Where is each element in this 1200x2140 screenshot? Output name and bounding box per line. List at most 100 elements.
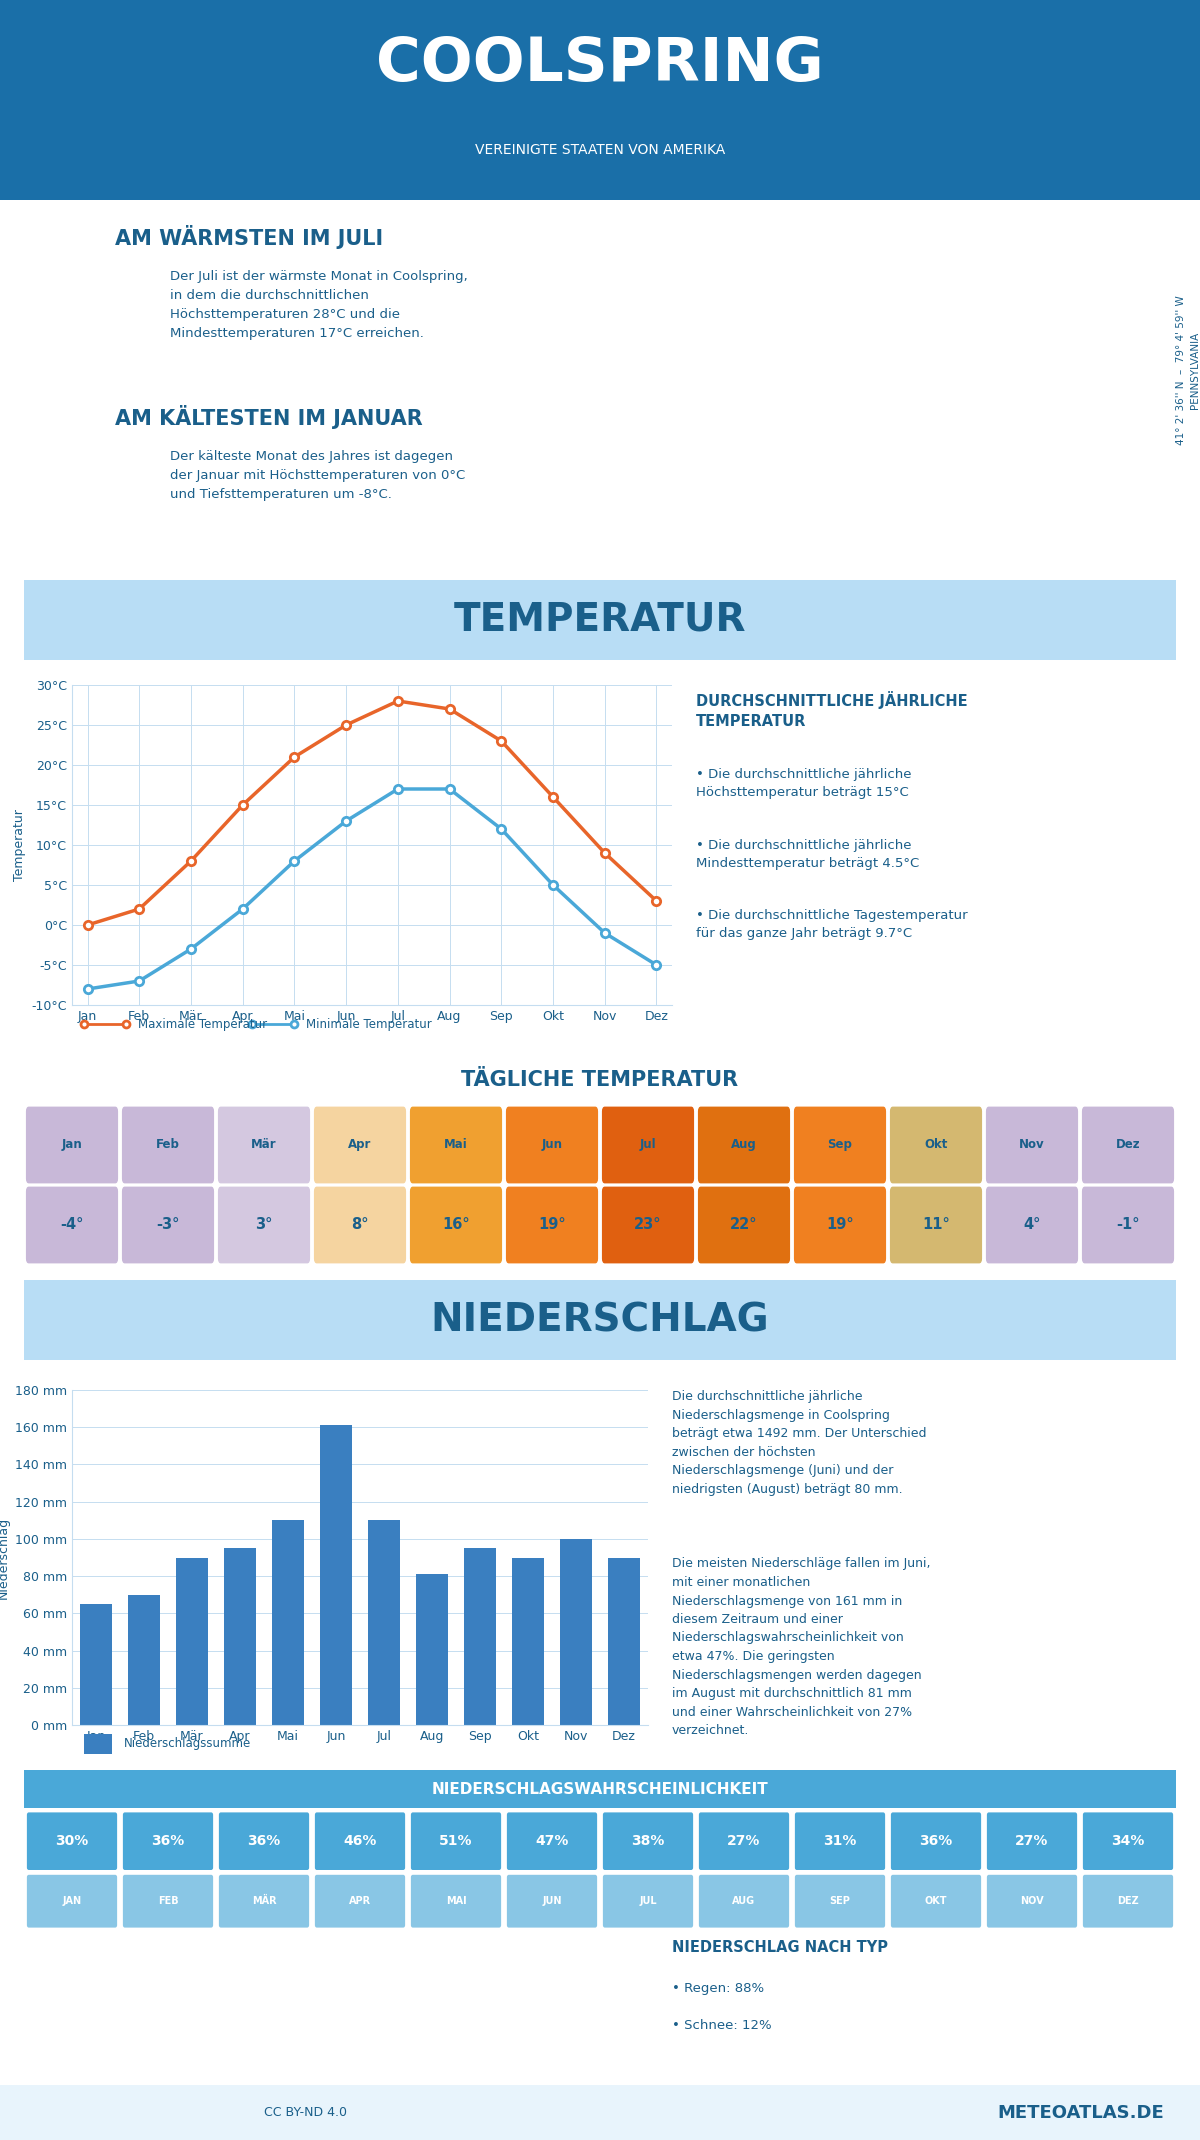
FancyBboxPatch shape [794, 1186, 886, 1263]
Text: 46%: 46% [343, 1834, 377, 1847]
Text: Maximale Temperatur: Maximale Temperatur [138, 1016, 268, 1031]
Bar [272, 1519, 304, 1725]
Text: NIEDERSCHLAGSWAHRSCHEINLICHKEIT: NIEDERSCHLAGSWAHRSCHEINLICHKEIT [432, 1780, 768, 1795]
Text: APR: APR [349, 1896, 371, 1905]
FancyBboxPatch shape [314, 1813, 406, 1870]
FancyBboxPatch shape [218, 1875, 310, 1928]
Text: 36%: 36% [151, 1834, 185, 1847]
Text: OKT: OKT [925, 1896, 947, 1905]
FancyBboxPatch shape [0, 1278, 1200, 1363]
FancyBboxPatch shape [24, 1770, 1176, 1808]
FancyBboxPatch shape [698, 1875, 790, 1928]
FancyBboxPatch shape [506, 1106, 598, 1183]
FancyBboxPatch shape [986, 1106, 1078, 1183]
Text: 34%: 34% [1111, 1834, 1145, 1847]
Text: • Regen: 88%: • Regen: 88% [672, 1982, 764, 1994]
Bar [224, 1547, 256, 1725]
Text: Okt: Okt [924, 1138, 948, 1151]
Text: Apr: Apr [348, 1138, 372, 1151]
Text: -3°: -3° [156, 1218, 180, 1233]
FancyBboxPatch shape [314, 1875, 406, 1928]
FancyBboxPatch shape [0, 578, 1200, 663]
FancyBboxPatch shape [122, 1813, 214, 1870]
Bar [560, 1539, 592, 1725]
Text: AM KÄLTESTEN IM JANUAR: AM KÄLTESTEN IM JANUAR [115, 404, 422, 428]
Text: NIEDERSCHLAG: NIEDERSCHLAG [431, 1301, 769, 1340]
Text: MAI: MAI [445, 1896, 467, 1905]
Text: Niederschlagssumme: Niederschlagssumme [124, 1738, 251, 1751]
Text: -4°: -4° [60, 1218, 84, 1233]
Text: SEP: SEP [829, 1896, 851, 1905]
FancyBboxPatch shape [84, 1733, 113, 1755]
Text: METEOATLAS.DE: METEOATLAS.DE [997, 2104, 1164, 2121]
FancyBboxPatch shape [890, 1106, 982, 1183]
Text: Mär: Mär [251, 1138, 277, 1151]
Bar [608, 1558, 640, 1725]
Bar [128, 1594, 160, 1725]
Text: MÄR: MÄR [252, 1896, 276, 1905]
FancyBboxPatch shape [1082, 1186, 1174, 1263]
Text: JAN: JAN [62, 1896, 82, 1905]
FancyBboxPatch shape [26, 1813, 118, 1870]
FancyBboxPatch shape [986, 1813, 1078, 1870]
Text: 22°: 22° [731, 1218, 757, 1233]
Bar [416, 1575, 448, 1725]
Text: 27%: 27% [1015, 1834, 1049, 1847]
Text: Feb: Feb [156, 1138, 180, 1151]
Text: 41° 2' 36'' N  –  79° 4' 59'' W
PENNSYLVANIA: 41° 2' 36'' N – 79° 4' 59'' W PENNSYLVAN… [1176, 295, 1200, 445]
FancyBboxPatch shape [122, 1875, 214, 1928]
Text: JUN: JUN [542, 1896, 562, 1905]
Text: 3°: 3° [256, 1218, 272, 1233]
FancyBboxPatch shape [122, 1106, 214, 1183]
Text: 11°: 11° [922, 1218, 950, 1233]
Bar [80, 1605, 112, 1725]
Text: Minimale Temperatur: Minimale Temperatur [306, 1016, 432, 1031]
Text: TEMPERATUR: TEMPERATUR [454, 601, 746, 640]
Text: AM WÄRMSTEN IM JULI: AM WÄRMSTEN IM JULI [115, 225, 383, 248]
Text: Die meisten Niederschläge fallen im Juni,
mit einer monatlichen
Niederschlagsmen: Die meisten Niederschläge fallen im Juni… [672, 1558, 930, 1738]
Text: • Die durchschnittliche jährliche
Höchsttemperatur beträgt 15°C: • Die durchschnittliche jährliche Höchst… [696, 768, 912, 798]
Text: Mai: Mai [444, 1138, 468, 1151]
Text: Aug: Aug [731, 1138, 757, 1151]
Text: JUL: JUL [640, 1896, 656, 1905]
FancyBboxPatch shape [794, 1875, 886, 1928]
FancyBboxPatch shape [506, 1875, 598, 1928]
Text: • Die durchschnittliche Tagestemperatur
für das ganze Jahr beträgt 9.7°C: • Die durchschnittliche Tagestemperatur … [696, 910, 967, 939]
FancyBboxPatch shape [218, 1813, 310, 1870]
Text: 36%: 36% [919, 1834, 953, 1847]
Text: 51%: 51% [439, 1834, 473, 1847]
FancyBboxPatch shape [698, 1186, 790, 1263]
Text: 23°: 23° [635, 1218, 661, 1233]
FancyBboxPatch shape [410, 1186, 502, 1263]
FancyBboxPatch shape [410, 1813, 502, 1870]
Text: Jun: Jun [541, 1138, 563, 1151]
FancyBboxPatch shape [1082, 1106, 1174, 1183]
FancyBboxPatch shape [698, 1813, 790, 1870]
Text: AUG: AUG [732, 1896, 756, 1905]
FancyBboxPatch shape [1082, 1813, 1174, 1870]
Text: 4°: 4° [1024, 1218, 1040, 1233]
Bar [368, 1519, 400, 1725]
FancyBboxPatch shape [122, 1186, 214, 1263]
FancyBboxPatch shape [26, 1106, 118, 1183]
Text: 16°: 16° [442, 1218, 470, 1233]
Bar [512, 1558, 544, 1725]
FancyBboxPatch shape [986, 1875, 1078, 1928]
FancyBboxPatch shape [0, 0, 1200, 199]
Text: Dez: Dez [1116, 1138, 1140, 1151]
Text: DEZ: DEZ [1117, 1896, 1139, 1905]
Text: Der kälteste Monat des Jahres ist dagegen
der Januar mit Höchsttemperaturen von : Der kälteste Monat des Jahres ist dagege… [170, 449, 466, 501]
FancyBboxPatch shape [26, 1875, 118, 1928]
Text: TÄGLICHE TEMPERATUR: TÄGLICHE TEMPERATUR [462, 1070, 738, 1089]
FancyBboxPatch shape [794, 1813, 886, 1870]
Text: 30%: 30% [55, 1834, 89, 1847]
Text: • Die durchschnittliche jährliche
Mindesttemperatur beträgt 4.5°C: • Die durchschnittliche jährliche Mindes… [696, 839, 919, 869]
FancyBboxPatch shape [602, 1813, 694, 1870]
FancyBboxPatch shape [218, 1186, 310, 1263]
Text: Jan: Jan [61, 1138, 83, 1151]
Text: COOLSPRING: COOLSPRING [376, 34, 824, 94]
FancyBboxPatch shape [314, 1186, 406, 1263]
Text: CC BY-ND 4.0: CC BY-ND 4.0 [264, 2106, 347, 2119]
Text: Der Juli ist der wärmste Monat in Coolspring,
in dem die durchschnittlichen
Höch: Der Juli ist der wärmste Monat in Coolsp… [170, 270, 468, 340]
Bar [320, 1425, 352, 1725]
